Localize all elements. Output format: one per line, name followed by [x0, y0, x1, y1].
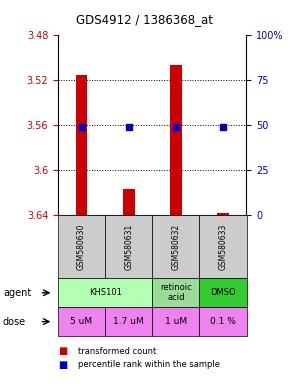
Text: KHS101: KHS101 — [89, 288, 122, 297]
Text: dose: dose — [3, 316, 26, 327]
Bar — [152, 215, 200, 278]
Point — [126, 124, 131, 130]
Bar — [58, 307, 105, 336]
Text: percentile rank within the sample: percentile rank within the sample — [78, 360, 220, 369]
Text: GSM580630: GSM580630 — [77, 223, 86, 270]
Text: GSM580633: GSM580633 — [218, 223, 227, 270]
Text: GSM580632: GSM580632 — [171, 223, 180, 270]
Text: retinoic
acid: retinoic acid — [160, 283, 192, 303]
Bar — [58, 215, 105, 278]
Bar — [200, 307, 246, 336]
Point — [79, 124, 84, 130]
Bar — [217, 213, 229, 215]
Bar — [58, 278, 152, 307]
Text: ■: ■ — [58, 360, 67, 370]
Text: 0.1 %: 0.1 % — [210, 317, 236, 326]
Text: 5 uM: 5 uM — [70, 317, 93, 326]
Text: agent: agent — [3, 288, 31, 298]
Text: 1 uM: 1 uM — [165, 317, 187, 326]
Text: ■: ■ — [58, 346, 67, 356]
Text: 1.7 uM: 1.7 uM — [113, 317, 144, 326]
Bar — [105, 215, 152, 278]
Bar — [76, 75, 88, 215]
Bar — [200, 215, 246, 278]
Text: DMSO: DMSO — [210, 288, 236, 297]
Bar — [200, 278, 246, 307]
Point — [221, 124, 225, 130]
Text: GSM580631: GSM580631 — [124, 223, 133, 270]
Text: GDS4912 / 1386368_at: GDS4912 / 1386368_at — [77, 13, 213, 26]
Bar — [152, 307, 200, 336]
Point — [173, 124, 178, 130]
Text: transformed count: transformed count — [78, 347, 157, 356]
Bar — [105, 307, 152, 336]
Bar — [123, 189, 135, 215]
Bar — [152, 278, 200, 307]
Bar — [170, 65, 182, 215]
